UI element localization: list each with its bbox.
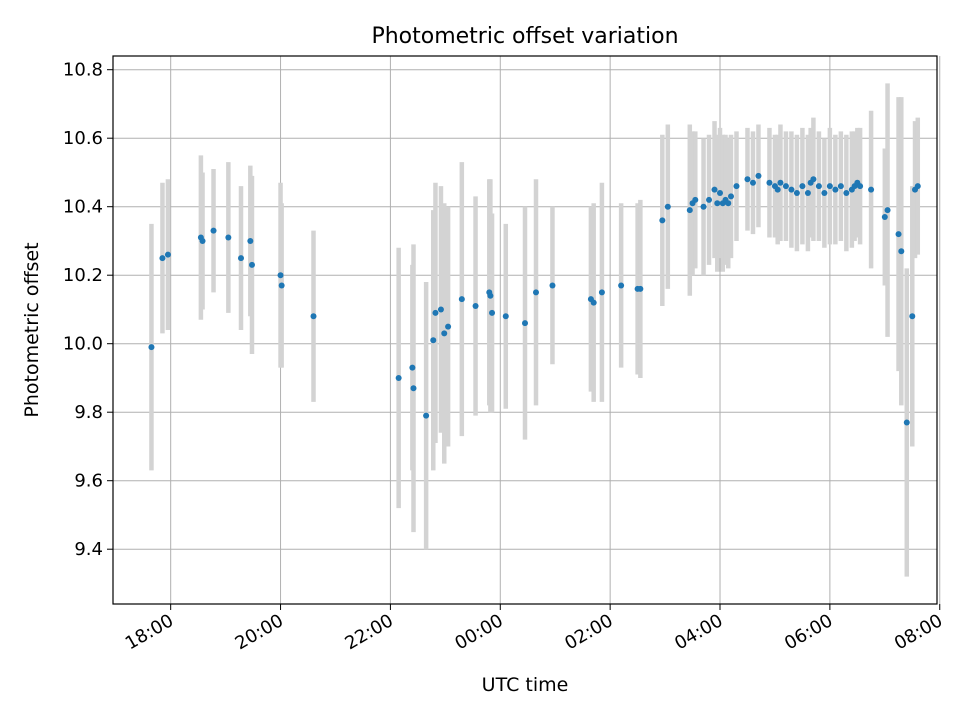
data-point <box>706 196 713 203</box>
data-point <box>148 344 155 351</box>
data-point <box>489 309 496 316</box>
data-point <box>423 412 430 419</box>
data-point <box>437 306 444 313</box>
data-point <box>749 179 756 186</box>
data-point <box>409 364 416 371</box>
data-point <box>199 237 206 244</box>
data-point <box>598 289 605 296</box>
data-point <box>777 179 784 186</box>
data-point <box>766 179 773 186</box>
y-tick-label: 10.6 <box>63 128 103 149</box>
data-point <box>590 299 597 306</box>
data-point <box>700 203 707 210</box>
data-point <box>659 217 666 224</box>
data-point <box>487 292 494 299</box>
data-point <box>755 172 762 179</box>
y-tick-label: 10.4 <box>63 197 103 218</box>
data-point <box>247 237 254 244</box>
data-point <box>868 186 875 193</box>
data-point <box>277 272 284 279</box>
y-tick-label: 9.6 <box>74 471 103 492</box>
data-point <box>810 176 817 183</box>
data-points <box>148 172 921 426</box>
data-point <box>164 251 171 258</box>
data-point <box>793 190 800 196</box>
data-point <box>248 261 255 268</box>
data-point <box>788 186 795 193</box>
data-point <box>237 255 244 262</box>
data-point <box>664 203 671 210</box>
data-point <box>618 282 625 289</box>
data-point <box>728 193 734 200</box>
data-point <box>725 200 732 207</box>
data-point <box>774 186 781 193</box>
data-point <box>502 313 509 320</box>
y-tick-label: 9.8 <box>74 402 103 423</box>
data-point <box>914 183 921 190</box>
data-point <box>895 231 902 238</box>
data-point <box>782 183 789 190</box>
data-point <box>310 313 317 320</box>
plot-frame <box>112 55 938 605</box>
data-point <box>432 309 439 316</box>
y-tick-label: 10.0 <box>63 334 103 355</box>
data-point <box>733 183 740 190</box>
data-point <box>410 385 417 392</box>
data-point <box>909 313 916 320</box>
data-point <box>692 196 699 203</box>
data-point <box>826 183 833 190</box>
data-point <box>832 186 839 193</box>
data-point <box>881 213 888 220</box>
data-point <box>472 303 479 310</box>
data-point <box>799 183 806 190</box>
data-point <box>445 323 452 330</box>
y-axis-label: Photometric offset <box>21 242 43 417</box>
data-point <box>837 183 844 190</box>
y-tick-label: 10.8 <box>63 60 103 81</box>
data-point <box>714 200 721 207</box>
data-point <box>549 282 556 289</box>
data-point <box>711 186 718 193</box>
data-point <box>717 190 724 196</box>
y-axis: 9.4 9.6 9.8 10.0 10.2 10.4 10.6 10.8 <box>63 60 113 560</box>
data-point <box>458 296 465 303</box>
data-point <box>159 255 166 262</box>
y-tick-label: 10.2 <box>63 265 103 286</box>
data-point <box>804 190 811 196</box>
data-point <box>522 320 528 327</box>
data-point <box>903 419 910 426</box>
data-point <box>884 207 891 214</box>
data-point <box>225 234 232 241</box>
data-point <box>278 282 285 289</box>
y-tick-label: 9.4 <box>74 539 103 560</box>
data-point <box>210 227 217 234</box>
data-point <box>898 248 905 255</box>
data-point <box>843 190 850 196</box>
data-point <box>686 207 693 214</box>
x-axis-label: UTC time <box>482 674 569 696</box>
data-point <box>857 183 864 190</box>
data-point <box>441 330 448 337</box>
data-point <box>395 374 402 381</box>
data-point <box>744 176 751 183</box>
data-point <box>821 190 828 196</box>
data-point <box>815 183 822 190</box>
data-point <box>637 285 644 292</box>
data-point <box>430 337 437 344</box>
chart-title: Photometric offset variation <box>371 24 678 49</box>
data-point <box>532 289 539 296</box>
